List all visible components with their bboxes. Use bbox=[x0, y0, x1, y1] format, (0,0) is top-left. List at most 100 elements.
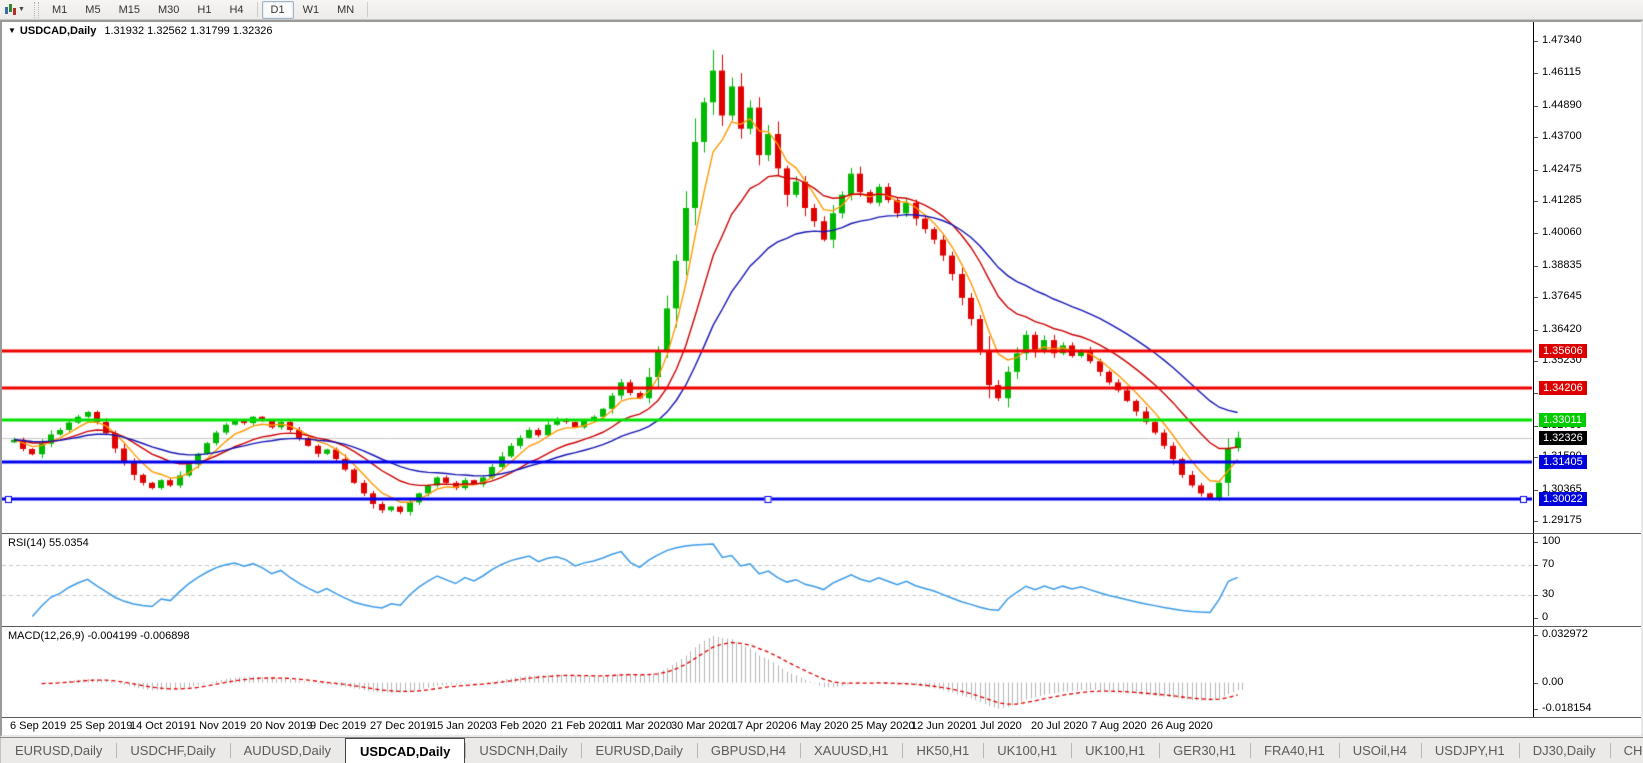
price-axis-label: 1.29175 bbox=[1542, 514, 1582, 526]
price-axis-tick bbox=[1534, 106, 1538, 107]
rsi-canvas[interactable] bbox=[2, 534, 1533, 626]
price-axis-tick bbox=[1534, 521, 1538, 522]
price-axis-tick bbox=[1534, 233, 1538, 234]
macd-axis-tick bbox=[1534, 683, 1538, 684]
rsi-axis-tick bbox=[1534, 542, 1538, 543]
macd-label: MACD(12,26,9) -0.004199 -0.006898 bbox=[8, 630, 190, 642]
chart-tab-usdcad-daily[interactable]: USDCAD,Daily bbox=[345, 738, 466, 763]
chart-window: ▼ USDCAD,Daily 1.31932 1.32562 1.31799 1.3… bbox=[0, 20, 1643, 737]
price-axis-label: 1.37645 bbox=[1542, 290, 1582, 302]
date-axis-label: 15 Jan 2020 bbox=[431, 720, 492, 732]
price-axis-tick bbox=[1534, 266, 1538, 267]
price-axis-tick bbox=[1534, 330, 1538, 331]
date-axis-label: 27 Dec 2019 bbox=[370, 720, 433, 732]
rsi-axis-border bbox=[1533, 534, 1534, 626]
chart-tab-xauusd-h1[interactable]: XAUUSD,H1 bbox=[800, 738, 902, 763]
chart-tab-china300-h1[interactable]: CHINA300,H1 bbox=[1609, 738, 1643, 763]
chart-title-caret-icon[interactable]: ▼ bbox=[8, 26, 16, 35]
price-axis-label: 1.44890 bbox=[1542, 99, 1582, 111]
chart-tab-eurusd-daily[interactable]: EURUSD,Daily bbox=[581, 738, 696, 763]
chart-tab-usdjpy-h1[interactable]: USDJPY,H1 bbox=[1420, 738, 1519, 763]
price-axis-label: 1.47340 bbox=[1542, 34, 1582, 46]
chart-tab-usdcnh-daily[interactable]: USDCNH,Daily bbox=[465, 738, 581, 763]
chart-tab-dj30-daily[interactable]: DJ30,Daily bbox=[1518, 738, 1610, 763]
date-axis[interactable]: 6 Sep 2019 25 Sep 2019 14 Oct 2019 1 Nov 20… bbox=[2, 717, 1641, 735]
price-axis-border bbox=[1533, 22, 1534, 533]
chart-tab-uk100-h1[interactable]: UK100,H1 bbox=[983, 738, 1071, 763]
price-axis-label: 1.38835 bbox=[1542, 259, 1582, 271]
price-axis-tick bbox=[1534, 41, 1538, 42]
macd-canvas[interactable] bbox=[2, 627, 1533, 717]
price-axis-tick bbox=[1534, 137, 1538, 138]
price-chart-panel: ▼ USDCAD,Daily 1.31932 1.32562 1.31799 1.3… bbox=[2, 22, 1641, 533]
rsi-axis[interactable]: 100 70 30 0 bbox=[1534, 534, 1643, 626]
price-axis-label: 1.41285 bbox=[1542, 194, 1582, 206]
timeframe-button-h1[interactable]: H1 bbox=[197, 3, 212, 16]
macd-axis[interactable]: 0.032972 0.00 -0.018154 bbox=[1534, 627, 1643, 717]
toolbar-drag-handle[interactable] bbox=[34, 1, 39, 18]
timeframe-button-m1[interactable]: M1 bbox=[52, 3, 68, 16]
date-axis-label: 1 Jul 2020 bbox=[971, 720, 1022, 732]
chart-tab-ger30-h1[interactable]: GER30,H1 bbox=[1159, 738, 1250, 763]
chart-tab-eurusd-daily[interactable]: EURUSD,Daily bbox=[15, 743, 103, 758]
timeframe-button-d1[interactable]: D1 bbox=[261, 0, 294, 19]
rsi-indicator-panel: RSI(14) 55.0354 100 70 30 0 bbox=[2, 533, 1641, 626]
timeframe-button-w1[interactable]: W1 bbox=[302, 3, 320, 16]
chart-tab-usoil-h4[interactable]: USOil,H4 bbox=[1338, 738, 1421, 763]
date-axis-label: 11 Mar 2020 bbox=[611, 720, 672, 732]
chart-tab-gbpusd-h4[interactable]: GBPUSD,H4 bbox=[696, 738, 800, 763]
price-axis-tick bbox=[1534, 490, 1538, 491]
date-axis-label: 6 May 2020 bbox=[791, 720, 849, 732]
chart-tab-hk50-h1[interactable]: HK50,H1 bbox=[902, 738, 983, 763]
date-axis-label: 14 Oct 2019 bbox=[130, 720, 190, 732]
price-axis-tick bbox=[1534, 361, 1538, 362]
macd-axis-label: -0.018154 bbox=[1542, 702, 1592, 714]
price-axis-tick bbox=[1534, 170, 1538, 171]
hline-price-tag: 1.33011 bbox=[1539, 413, 1586, 427]
price-axis[interactable]: 1.47340 1.46115 1.44890 1.43700 1.42475 1.412… bbox=[1534, 22, 1643, 533]
date-axis-label: 3 Feb 2020 bbox=[491, 720, 547, 732]
timeframe-button-m30[interactable]: M30 bbox=[157, 3, 180, 16]
chart-tab-uk100-h1[interactable]: UK100,H1 bbox=[1071, 738, 1159, 763]
rsi-axis-label: 0 bbox=[1542, 611, 1549, 623]
timeframe-button-mn[interactable]: MN bbox=[337, 3, 355, 16]
macd-axis-tick bbox=[1534, 709, 1538, 710]
chart-tabs: EURUSD,Daily USDCHF,Daily AUDUSD,Daily USDC… bbox=[1, 738, 1643, 763]
date-axis-label: 25 May 2020 bbox=[851, 720, 915, 732]
timeframe-button-m5[interactable]: M5 bbox=[85, 3, 101, 16]
macd-axis-border bbox=[1533, 627, 1534, 717]
date-axis-label: 12 Jun 2020 bbox=[911, 720, 972, 732]
chevron-down-icon: ▼ bbox=[18, 6, 25, 13]
current-price-tag: 1.32326 bbox=[1539, 431, 1587, 445]
date-axis-label: 30 Mar 2020 bbox=[671, 720, 733, 732]
chart-tab-audusd-daily[interactable]: AUDUSD,Daily bbox=[229, 738, 345, 763]
chart-tab-bar: EURUSD,Daily USDCHF,Daily AUDUSD,Daily USDC… bbox=[0, 737, 1643, 763]
price-axis-tick bbox=[1534, 201, 1538, 202]
timeframe-button-m15[interactable]: M15 bbox=[118, 3, 140, 16]
macd-axis-label: 0.032972 bbox=[1542, 628, 1588, 640]
rsi-axis-tick bbox=[1534, 565, 1538, 566]
date-axis-label: 17 Apr 2020 bbox=[731, 720, 791, 732]
chart-tab-usdchf-daily[interactable]: USDCHF,Daily bbox=[116, 738, 229, 763]
chart-tab-fra40-h1[interactable]: FRA40,H1 bbox=[1250, 738, 1339, 763]
price-axis-label: 1.40060 bbox=[1542, 226, 1582, 238]
price-axis-tick bbox=[1534, 393, 1538, 394]
hline-price-tag: 1.31405 bbox=[1539, 455, 1587, 469]
date-axis-label: 6 Sep 2019 bbox=[10, 720, 67, 732]
chart-symbol: USDCAD,Daily bbox=[19, 25, 97, 37]
chart-type-button[interactable]: ▼ bbox=[0, 1, 30, 19]
price-axis-tick bbox=[1534, 426, 1538, 427]
rsi-axis-label: 70 bbox=[1542, 558, 1555, 570]
hline-price-tag: 1.30022 bbox=[1539, 492, 1587, 506]
date-axis-label: 1 Nov 2019 bbox=[190, 720, 247, 732]
rsi-axis-tick bbox=[1534, 595, 1538, 596]
date-axis-label: 7 Aug 2020 bbox=[1091, 720, 1147, 732]
price-chart-canvas[interactable] bbox=[2, 22, 1533, 533]
rsi-axis-tick bbox=[1534, 618, 1538, 619]
price-axis-label: 1.36420 bbox=[1542, 323, 1582, 335]
timeframe-button-h4[interactable]: H4 bbox=[229, 3, 244, 16]
price-axis-tick bbox=[1534, 297, 1538, 298]
chart-ohlc-values: 1.31932 1.32562 1.31799 1.32326 bbox=[104, 25, 273, 37]
price-axis-tick bbox=[1534, 73, 1538, 74]
